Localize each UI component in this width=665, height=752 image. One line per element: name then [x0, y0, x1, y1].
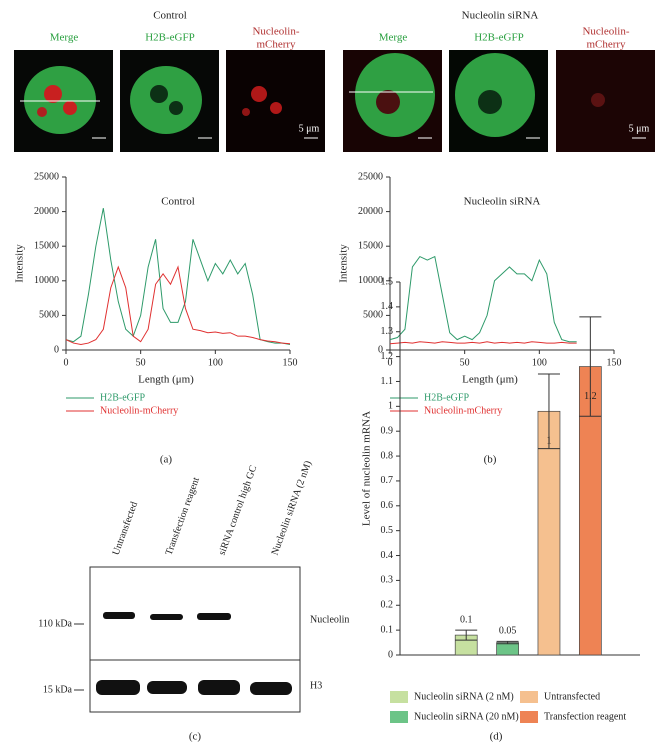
y-tick-label: 0.2 [381, 600, 394, 611]
legend-swatch [520, 711, 538, 723]
scale-label: 5 μm [629, 123, 650, 134]
legend-label: Untransfected [544, 691, 600, 702]
value-label: 1 [546, 436, 551, 447]
x-tick-label: 100 [208, 357, 223, 368]
x-tick-label: 0 [388, 357, 393, 368]
channel-label: H2B-eGFP [145, 32, 195, 44]
panel-label: (a) [160, 454, 173, 466]
channel-label: Nucleolin- [582, 26, 629, 38]
error-bar [579, 316, 602, 417]
y-tick-label: 0.4 [381, 550, 394, 561]
x-tick-label: 50 [460, 357, 470, 368]
y-tick-label: 5000 [39, 310, 59, 321]
y-axis-label: Intensity [338, 244, 350, 283]
legend-label: Nucleolin-mCherry [424, 405, 502, 416]
lane-label: Transfection reagent [164, 476, 202, 557]
y-tick-label: 10000 [358, 275, 383, 286]
value-label: 1.2 [584, 391, 597, 402]
legend-label: H2B-eGFP [424, 392, 469, 403]
legend-label: Transfection reagent [544, 711, 626, 722]
y-tick-label: 1.5 [381, 276, 394, 287]
legend-label: Nucleolin siRNA (20 nM) [414, 711, 519, 722]
channel-label: mCherry [586, 39, 626, 51]
group-title: Nucleolin siRNA [462, 10, 539, 22]
value-label: 0.05 [499, 626, 517, 637]
legend-swatch [390, 711, 408, 723]
y-axis-label: Level of nucleolin mRNA [361, 411, 373, 526]
y-tick-label: 0.3 [381, 575, 394, 586]
y-tick-label: 15000 [358, 240, 383, 251]
lane-label: siRNA control high GC [217, 464, 260, 557]
series-line [389, 341, 577, 345]
y-tick-label: 25000 [34, 171, 59, 182]
y-tick-label: 0.1 [381, 624, 394, 635]
series-line [65, 208, 291, 345]
chart-title: Control [161, 196, 195, 208]
x-tick-label: 150 [283, 357, 298, 368]
legend-label: Nucleolin-mCherry [100, 405, 178, 416]
series-line [389, 255, 577, 343]
y-tick-label: 25000 [358, 171, 383, 182]
y-tick-label: 0.5 [381, 525, 394, 536]
y-tick-label: 20000 [358, 206, 383, 217]
series-line [65, 265, 291, 345]
legend-swatch [390, 691, 408, 703]
lane-label: Nucleolin siRNA (2 nM) [270, 459, 314, 556]
bar [496, 642, 519, 656]
protein-label: Nucleolin [310, 614, 349, 625]
panel-label: (b) [484, 454, 497, 466]
micrographs [14, 50, 655, 152]
channel-label: Nucleolin- [252, 26, 299, 38]
x-tick-label: 100 [532, 357, 547, 368]
y-tick-label: 0.6 [381, 500, 394, 511]
group-title: Control [153, 10, 187, 22]
protein-label: H3 [310, 680, 322, 691]
error-bar [496, 640, 519, 645]
channel-label: Merge [50, 32, 79, 44]
panel-label: (d) [490, 731, 503, 743]
x-axis-label: Length (μm) [138, 374, 194, 386]
legend-label: H2B-eGFP [100, 392, 145, 403]
western-blot [74, 566, 301, 713]
x-axis-label: Length (μm) [462, 374, 518, 386]
error-bar [537, 373, 560, 450]
legend-label: Nucleolin siRNA (2 nM) [414, 691, 514, 702]
x-tick-label: 50 [136, 357, 146, 368]
y-tick-label: 1.4 [381, 301, 394, 312]
y-tick-label: 0 [388, 649, 393, 660]
scale-label: 5 μm [299, 123, 320, 134]
panel-label: (c) [189, 731, 202, 743]
y-tick-label: 1.1 [381, 376, 394, 387]
y-tick-label: 0 [54, 344, 59, 355]
y-tick-label: 0 [378, 344, 383, 355]
marker-label: 15 kDa [43, 684, 73, 695]
error-bar [455, 629, 478, 641]
channel-label: H2B-eGFP [474, 32, 524, 44]
x-tick-label: 150 [607, 357, 622, 368]
y-tick-label: 1 [388, 401, 393, 412]
y-tick-label: 0.8 [381, 450, 394, 461]
y-tick-label: 5000 [363, 310, 383, 321]
chart-title: Nucleolin siRNA [464, 196, 541, 208]
value-label: 0.1 [460, 614, 473, 625]
axes [399, 282, 640, 656]
y-tick-label: 1.2 [381, 351, 394, 362]
y-tick-label: 20000 [34, 206, 59, 217]
y-tick-label: 0.9 [381, 425, 394, 436]
x-tick-label: 0 [64, 357, 69, 368]
y-axis-label: Intensity [14, 244, 26, 283]
legend-swatch [520, 691, 538, 703]
channel-label: Merge [379, 32, 408, 44]
y-tick-label: 0.7 [381, 475, 394, 486]
lane-label: Untransfected [111, 500, 141, 556]
y-tick-label: 15000 [34, 240, 59, 251]
channel-label: mCherry [256, 39, 296, 51]
y-tick-label: 1.3 [381, 326, 394, 337]
y-tick-label: 10000 [34, 275, 59, 286]
marker-label: 110 kDa [38, 618, 72, 629]
